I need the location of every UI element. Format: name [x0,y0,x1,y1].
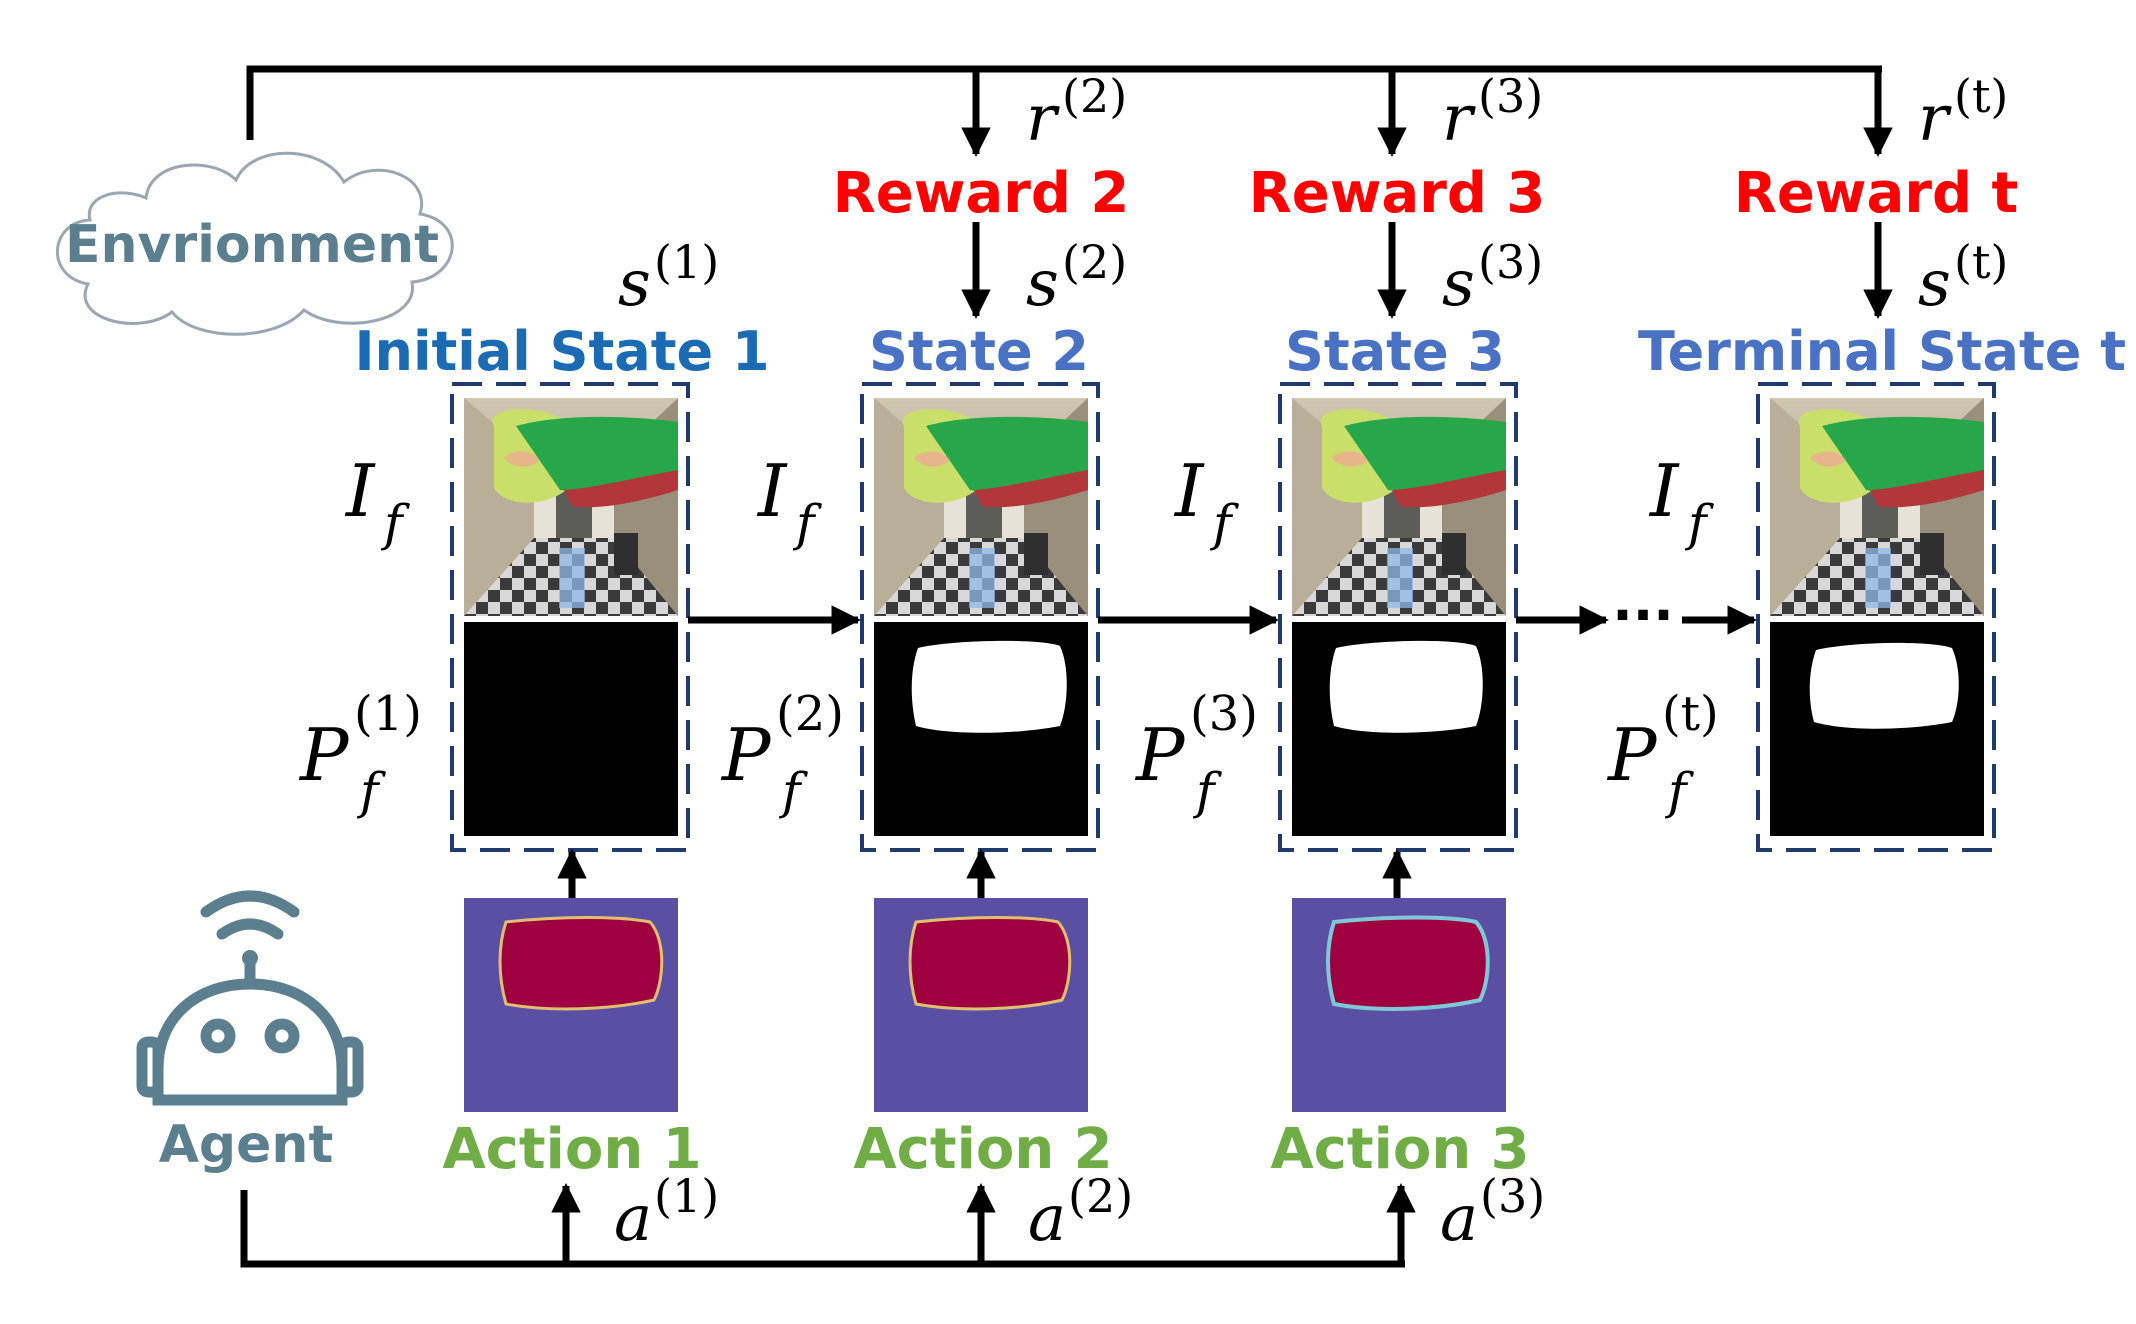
state-title-3: State 3 [1285,320,1505,383]
svg-text:(3): (3) [1478,69,1543,123]
if-label-3: I f [1173,449,1239,552]
svg-text:I: I [1648,449,1680,533]
r-symbol-t: r (t) [1918,69,2008,156]
state-box-t [1756,382,1996,852]
svg-text:f: f [356,762,386,820]
s-symbol-t: s (t) [1918,235,2008,321]
svg-text:(t): (t) [1954,235,2008,289]
action-label-3: Action 3 [1270,1117,1529,1182]
pf-label-1: P f (1) [298,686,422,820]
svg-text:P: P [1606,713,1658,797]
svg-text:(t): (t) [1954,69,2008,123]
svg-text:s: s [618,247,651,321]
state-box-1 [450,382,690,852]
pf-label-t: P f (t) [1606,686,1719,820]
reward-feedback-line [246,65,1882,140]
svg-text:P: P [720,713,772,797]
s-symbol-2: s (2) [1026,235,1127,321]
svg-text:I: I [756,449,788,533]
action-label-1: Action 1 [442,1117,701,1182]
svg-text:(2): (2) [1068,1169,1133,1223]
s-symbol-1: s (1) [618,235,719,321]
svg-text:(2): (2) [1062,69,1127,123]
svg-text:r: r [1026,82,1060,156]
frame-image-2 [874,398,1088,616]
a-symbol-3: a (3) [1440,1169,1545,1256]
r-symbol-3: r (3) [1442,69,1543,156]
pf-label-2: P f (2) [720,686,844,820]
frame-image-t [1770,398,1984,616]
state-box-2 [860,382,1100,852]
svg-text:(3): (3) [1190,686,1258,742]
svg-text:(3): (3) [1480,1169,1545,1223]
r-symbol-2: r (2) [1026,69,1127,156]
reward-label-2: Reward 2 [833,161,1130,226]
action-label-2: Action 2 [853,1117,1112,1182]
cloud-icon [56,151,454,336]
ellipsis: ··· [1612,584,1674,647]
state-title-t: Terminal State t [1638,320,2126,383]
pf-label-3: P f (3) [1134,686,1258,820]
mask-1 [464,622,678,836]
svg-text:a: a [1440,1182,1478,1256]
svg-text:I: I [344,449,376,533]
if-label-2: I f [756,449,822,552]
state-box-3 [1278,382,1518,852]
a-symbol-2: a (2) [1028,1169,1133,1256]
action-image-1 [464,898,678,1112]
svg-text:a: a [614,1182,652,1256]
svg-text:f: f [1192,762,1222,820]
svg-text:s: s [1026,247,1059,321]
frame-image-1 [464,398,678,616]
reward-label-3: Reward 3 [1249,161,1546,226]
svg-text:(2): (2) [1062,235,1127,289]
svg-text:r: r [1442,82,1476,156]
s-symbol-3: s (3) [1442,235,1543,321]
svg-text:f: f [1664,762,1694,820]
svg-text:s: s [1918,247,1951,321]
action-feedback-line [240,1190,1405,1268]
svg-text:(2): (2) [776,686,844,742]
svg-text:P: P [298,713,350,797]
action-image-2 [874,898,1088,1112]
svg-text:(t): (t) [1662,686,1719,742]
svg-text:r: r [1918,82,1952,156]
svg-text:(3): (3) [1478,235,1543,289]
svg-text:(1): (1) [354,686,422,742]
action-image-3 [1292,898,1506,1112]
agent-label: Agent [159,1115,334,1175]
svg-text:f: f [778,762,808,820]
if-label-1: I f [344,449,410,552]
if-label-t: I f [1648,449,1714,552]
a-symbol-1: a (1) [614,1169,719,1256]
svg-text:f: f [380,494,410,552]
svg-text:s: s [1442,247,1475,321]
svg-text:(1): (1) [654,235,719,289]
svg-text:f: f [792,494,822,552]
svg-text:a: a [1028,1182,1066,1256]
svg-text:(1): (1) [654,1169,719,1223]
reward-label-t: Reward t [1734,161,2019,226]
svg-text:f: f [1209,494,1239,552]
svg-text:I: I [1173,449,1205,533]
svg-text:f: f [1684,494,1714,552]
state-title-1: Initial State 1 [354,320,769,383]
state-title-2: State 2 [869,320,1089,383]
environment-label: Envrionment [65,215,439,275]
robot-icon [136,890,364,1106]
frame-image-3 [1292,398,1506,616]
svg-text:P: P [1134,713,1186,797]
